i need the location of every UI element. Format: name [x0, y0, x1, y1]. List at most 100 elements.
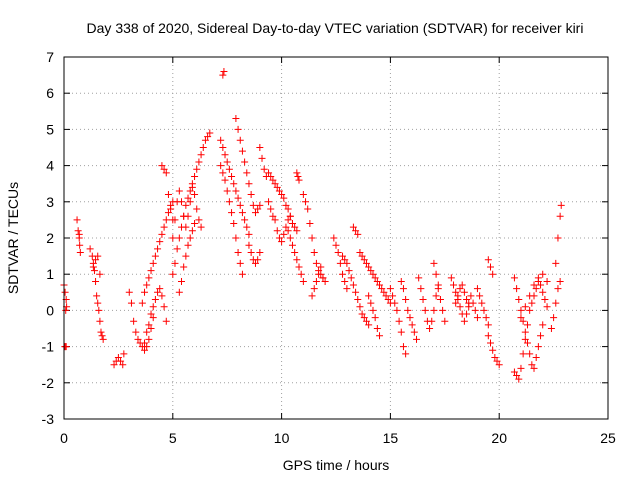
- data-point: [280, 230, 288, 238]
- data-point: [341, 256, 349, 264]
- series-seg34: [452, 281, 473, 311]
- data-point: [158, 292, 166, 300]
- data-point: [134, 335, 142, 343]
- data-point: [284, 227, 292, 235]
- data-point: [378, 285, 386, 293]
- data-point: [254, 205, 262, 213]
- data-point: [406, 314, 414, 322]
- data-point: [61, 288, 69, 296]
- data-point: [532, 285, 540, 293]
- data-point: [178, 198, 186, 206]
- data-point: [280, 194, 288, 202]
- series-seg09: [158, 162, 177, 224]
- data-point: [98, 332, 106, 340]
- data-point: [510, 274, 518, 282]
- data-point: [534, 343, 542, 351]
- data-point: [343, 285, 351, 293]
- data-point: [360, 314, 368, 322]
- data-point: [312, 277, 320, 285]
- data-point: [130, 317, 138, 325]
- data-point: [191, 220, 199, 228]
- data-point: [164, 191, 172, 199]
- series-seg23: [308, 263, 327, 300]
- data-point: [234, 125, 242, 133]
- data-point: [473, 314, 481, 322]
- data-point: [143, 343, 151, 351]
- data-point: [493, 357, 501, 365]
- data-point: [530, 364, 538, 372]
- data-point: [99, 335, 107, 343]
- data-point: [193, 205, 201, 213]
- data-point: [162, 216, 170, 224]
- data-point: [256, 248, 264, 256]
- data-point: [419, 296, 427, 304]
- data-point: [556, 277, 564, 285]
- data-point: [352, 288, 360, 296]
- data-point: [530, 281, 538, 289]
- data-point: [537, 332, 545, 340]
- series-seg03: [86, 245, 107, 343]
- data-point: [293, 169, 301, 177]
- data-point: [294, 172, 302, 180]
- series-seg15: [217, 162, 246, 278]
- data-point: [197, 151, 205, 159]
- data-point: [219, 71, 227, 79]
- data-point: [204, 133, 212, 141]
- data-point: [417, 285, 425, 293]
- y-axis-label: SDTVAR / TECUs: [5, 182, 21, 294]
- data-point: [293, 256, 301, 264]
- data-point: [432, 292, 440, 300]
- data-point: [426, 325, 434, 332]
- data-point: [352, 227, 360, 235]
- data-point: [402, 296, 410, 304]
- data-point: [230, 180, 238, 188]
- data-point: [132, 328, 140, 336]
- data-point: [336, 259, 344, 267]
- data-point: [428, 317, 436, 325]
- data-point: [93, 292, 101, 300]
- data-point: [554, 285, 562, 293]
- data-point: [460, 288, 468, 296]
- data-point: [543, 277, 551, 285]
- data-point: [76, 248, 84, 256]
- data-point: [489, 346, 497, 354]
- data-point: [186, 198, 194, 206]
- series-seg40: [517, 270, 551, 322]
- data-point: [278, 238, 286, 246]
- data-point: [399, 285, 407, 293]
- data-point: [486, 263, 494, 271]
- data-point: [169, 270, 177, 278]
- data-point: [288, 220, 296, 228]
- data-point: [145, 321, 153, 329]
- data-point: [382, 292, 390, 300]
- data-point: [286, 234, 294, 242]
- data-point: [236, 201, 244, 209]
- data-point: [195, 158, 203, 166]
- data-point: [195, 216, 203, 224]
- data-point: [265, 169, 273, 177]
- data-point: [141, 346, 149, 354]
- data-point: [234, 194, 242, 202]
- data-point: [154, 288, 162, 296]
- series-seg41: [547, 277, 564, 332]
- data-point: [278, 191, 286, 199]
- data-point: [249, 201, 257, 209]
- data-point: [308, 292, 316, 300]
- data-point: [517, 314, 525, 322]
- data-point: [495, 361, 503, 369]
- data-point: [180, 212, 188, 220]
- data-point: [175, 288, 183, 296]
- axis-ticks: -3 -2 -1 0 1 2 3 4 5 6 7 0 5 10 15 20 25: [42, 49, 616, 446]
- data-point: [273, 227, 281, 235]
- data-point: [458, 281, 466, 289]
- data-point: [480, 306, 488, 314]
- data-point: [321, 277, 329, 285]
- data-point: [315, 270, 323, 278]
- data-point: [256, 201, 264, 209]
- data-point: [517, 364, 525, 372]
- data-point: [515, 296, 523, 304]
- data-point: [275, 187, 283, 195]
- data-point: [219, 169, 227, 177]
- data-point: [186, 187, 194, 195]
- data-point: [238, 270, 246, 278]
